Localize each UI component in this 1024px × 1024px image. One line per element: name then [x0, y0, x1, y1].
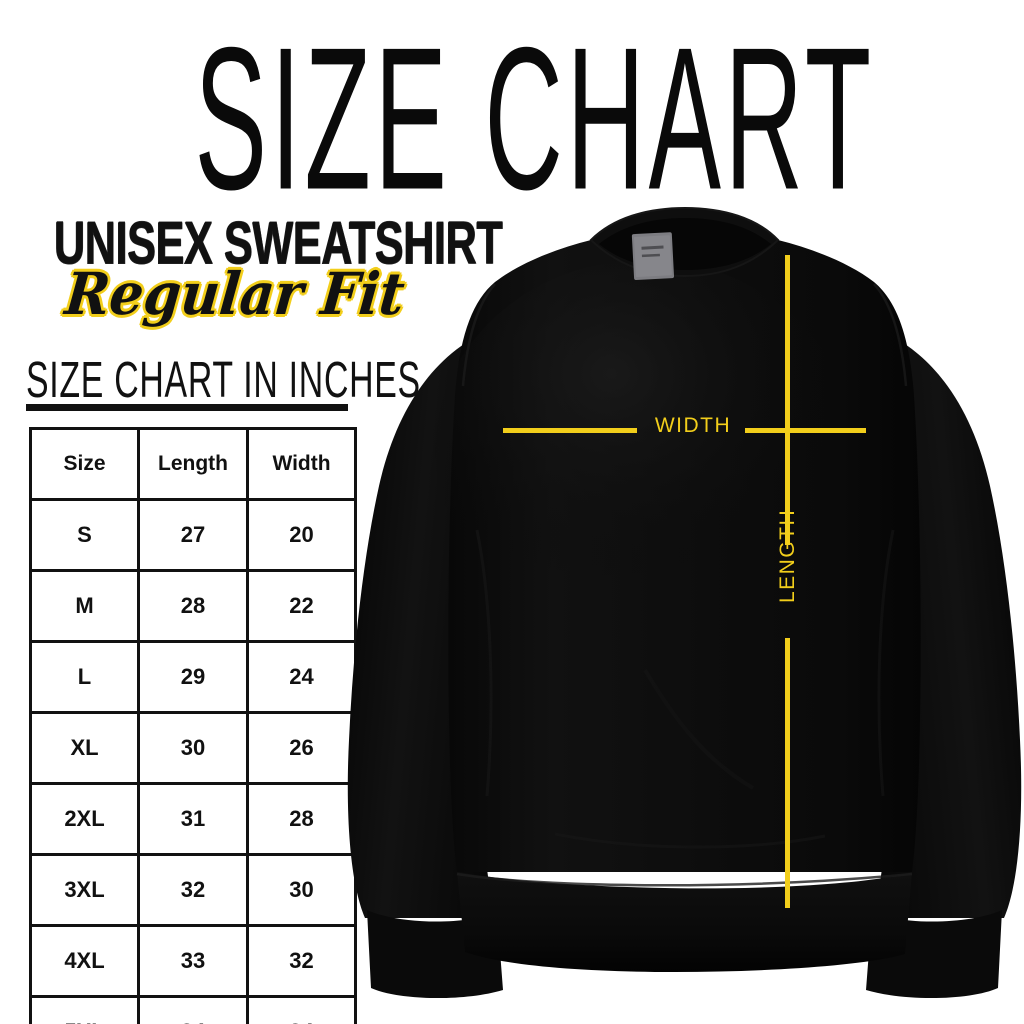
- table-row: 5XL 34 34: [29, 995, 357, 1024]
- table-row: M 28 22: [29, 569, 357, 643]
- column-header-length: Length: [137, 427, 249, 501]
- cell-width: 26: [246, 711, 357, 785]
- column-header-size: Size: [29, 427, 140, 501]
- table-row: S 27 20: [29, 498, 357, 572]
- cell-size: XL: [29, 711, 140, 785]
- cell-length: 29: [137, 640, 249, 714]
- cell-length: 28: [137, 569, 249, 643]
- sweatshirt-illustration: [345, 200, 1024, 1000]
- fabric-fold-right: [877, 529, 895, 797]
- heading-underline-rule: [26, 404, 348, 411]
- size-chart-table: Size Length Width S 27 20 M 28 22 L 29 2…: [29, 427, 357, 1024]
- cell-width: 22: [246, 569, 357, 643]
- cell-width: 30: [246, 853, 357, 927]
- cell-size: L: [29, 640, 140, 714]
- cell-length: 33: [137, 924, 249, 998]
- table-header-row: Size Length Width: [29, 427, 357, 501]
- cell-size: 4XL: [29, 924, 140, 998]
- bottom-hem-ribbing: [457, 872, 912, 972]
- table-row: XL 30 26: [29, 711, 357, 785]
- cell-size: 3XL: [29, 853, 140, 927]
- table-row: L 29 24: [29, 640, 357, 714]
- cell-width: 28: [246, 782, 357, 856]
- fabric-fold-left: [475, 529, 493, 797]
- cell-length: 32: [137, 853, 249, 927]
- right-shoulder-seam: [873, 283, 908, 387]
- cell-length: 27: [137, 498, 249, 572]
- column-header-width: Width: [246, 427, 357, 501]
- cell-size: S: [29, 498, 140, 572]
- fabric-fold-center: [643, 668, 755, 790]
- chest-highlight: [435, 260, 855, 640]
- fabric-fold-hem: [554, 832, 826, 849]
- cell-width: 32: [246, 924, 357, 998]
- cell-length: 31: [137, 782, 249, 856]
- table-row: 2XL 31 28: [29, 782, 357, 856]
- cell-size: M: [29, 569, 140, 643]
- neck-label-tag: [631, 232, 675, 281]
- cell-length: 30: [137, 711, 249, 785]
- left-shoulder-seam: [461, 283, 496, 387]
- cell-width: 34: [246, 995, 357, 1024]
- cell-width: 24: [246, 640, 357, 714]
- table-row: 4XL 33 32: [29, 924, 357, 998]
- table-heading-label: SIZE CHART IN INCHES: [26, 350, 421, 408]
- cell-length: 34: [137, 995, 249, 1024]
- cell-width: 20: [246, 498, 357, 572]
- cell-size: 5XL: [29, 995, 140, 1024]
- cell-size: 2XL: [29, 782, 140, 856]
- table-row: 3XL 32 30: [29, 853, 357, 927]
- table-heading-group: SIZE CHART IN INCHES: [26, 350, 421, 411]
- page-title: SIZE CHART: [194, 6, 875, 233]
- hem-top-edge: [456, 872, 913, 887]
